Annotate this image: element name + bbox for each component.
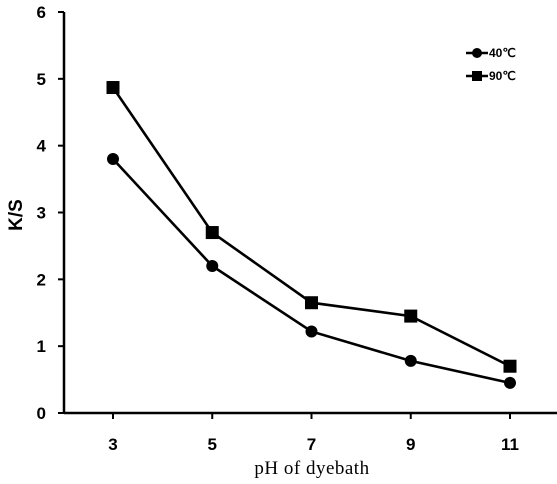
series-line-0 — [112, 158, 511, 385]
y-axis-label: K/S — [6, 199, 27, 231]
x-tick-label: 3 — [108, 435, 117, 454]
legend-label-90c: 90℃ — [489, 69, 516, 83]
y-tick-label: 3 — [37, 204, 46, 223]
data-point-square — [404, 309, 418, 323]
y-tick-label: 6 — [37, 3, 46, 22]
legend: 40℃ 90℃ — [466, 46, 516, 83]
series-line-1 — [111, 86, 511, 368]
y-tick-label: 4 — [37, 137, 47, 156]
y-tick-label: 2 — [37, 270, 46, 289]
data-point-square — [305, 296, 318, 310]
series-layer — [106, 81, 517, 389]
y-tick-label: 0 — [37, 404, 46, 423]
data-point-circle — [305, 325, 318, 338]
x-tick-label: 9 — [406, 435, 415, 454]
data-point-circle — [107, 153, 119, 166]
legend-marker-square — [472, 71, 482, 81]
legend-item-40c: 40℃ — [466, 46, 516, 60]
y-tick-label: 5 — [37, 70, 46, 89]
data-point-circle — [206, 259, 219, 272]
legend-label-40c: 40℃ — [489, 46, 516, 60]
legend-marker-circle — [472, 48, 482, 58]
y-tick-label: 1 — [37, 337, 46, 356]
data-point-square — [106, 81, 120, 95]
y-ticks: 0 1 2 3 4 5 6 — [37, 3, 64, 423]
x-ticks: 3 5 7 9 11 — [108, 413, 519, 454]
data-point-square — [205, 226, 219, 240]
x-axis-label: pH of dyebath — [254, 458, 369, 479]
x-tick-label: 11 — [501, 435, 519, 454]
data-point-square — [503, 359, 517, 373]
x-tick-label: 5 — [208, 435, 217, 454]
legend-item-90c: 90℃ — [466, 69, 516, 83]
data-point-circle — [404, 354, 417, 367]
data-point-circle — [504, 376, 516, 389]
x-tick-label: 7 — [307, 435, 316, 454]
